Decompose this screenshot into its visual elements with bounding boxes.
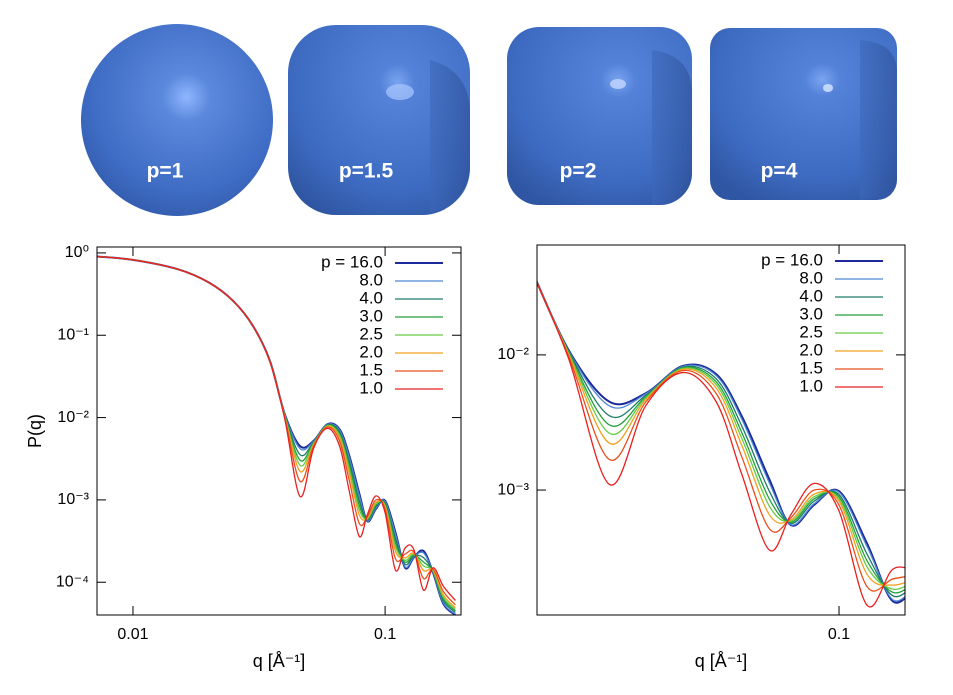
y-tick-label: 10⁻¹: [57, 326, 89, 343]
legend-label: 2.5: [359, 324, 383, 343]
legend-label: p = 16.0: [321, 252, 383, 271]
series-line: [537, 281, 905, 586]
highlight: [823, 84, 833, 92]
series-line: [537, 280, 905, 602]
y-tick-label: 10⁻²: [57, 409, 89, 426]
highlight: [386, 84, 414, 100]
shape-label: p=1: [147, 160, 184, 183]
shade: [860, 40, 897, 200]
shape-label: p=1.5: [339, 160, 394, 183]
legend-label: 1.5: [799, 358, 823, 377]
shape-label: p=2: [560, 160, 597, 183]
shade: [652, 50, 692, 205]
shape-label: p=4: [761, 160, 798, 183]
x-axis-label: q [Å⁻¹]: [253, 651, 306, 671]
series-line: [537, 281, 905, 592]
legend-label: 1.0: [799, 376, 823, 395]
legend-label: 8.0: [359, 270, 383, 289]
legend-label: 1.5: [359, 360, 383, 379]
legend-label: 4.0: [359, 288, 383, 307]
x-axis-label: q [Å⁻¹]: [695, 651, 748, 671]
legend-label: 1.0: [359, 378, 383, 397]
legend-label: 2.0: [799, 340, 823, 359]
y-tick-label: 10⁰: [65, 244, 89, 261]
y-tick-label: 10⁻³: [497, 481, 529, 498]
shade: [430, 60, 470, 212]
plot: 10⁰ 10⁻¹ 10⁻² 10⁻³ 10⁻⁴ 0.01 0.1 q [Å⁻¹] P(q) p =…: [25, 244, 462, 671]
series-line: [537, 280, 905, 594]
sphere: [81, 24, 273, 216]
y-tick-label: 10⁻³: [57, 491, 89, 508]
legend-label: 3.0: [359, 306, 383, 325]
legend-label: 8.0: [799, 268, 823, 287]
series-line: [537, 279, 905, 604]
y-tick-label: 10⁻⁴: [56, 573, 89, 590]
series-line: [537, 281, 905, 608]
legend-label: p = 16.0: [761, 250, 823, 269]
legend-label: 2.0: [359, 342, 383, 361]
superball: [507, 27, 692, 205]
series-line: [97, 255, 456, 601]
series-line: [537, 280, 905, 598]
x-tick-label: 0.1: [374, 626, 396, 643]
plot: 10⁻² 10⁻³ 0.1 q [Å⁻¹] p = 16.08.04.03.02.52.…: [497, 244, 906, 671]
legend: p = 16.08.04.03.02.52.01.51.0: [321, 252, 443, 397]
superball: [710, 28, 897, 200]
series-group: [537, 279, 905, 608]
legend-label: 4.0: [799, 286, 823, 305]
x-tick-label: 0.01: [117, 626, 148, 643]
plot-frame: [96, 246, 462, 616]
superball: [288, 25, 470, 215]
legend-label: 2.5: [799, 322, 823, 341]
legend-label: 3.0: [799, 304, 823, 323]
y-axis-label: P(q): [25, 414, 45, 448]
shapes: p=1 p=1.5 p=2 p=4: [81, 24, 897, 216]
series-line: [537, 280, 905, 590]
x-tick-label: 0.1: [828, 626, 850, 643]
series-group: [97, 255, 457, 615]
legend: p = 16.08.04.03.02.52.01.51.0: [761, 250, 883, 395]
plot-frame: [536, 244, 906, 616]
series-line: [97, 255, 457, 615]
highlight: [610, 79, 626, 89]
series-line: [97, 255, 456, 606]
y-tick-label: 10⁻²: [497, 346, 529, 363]
